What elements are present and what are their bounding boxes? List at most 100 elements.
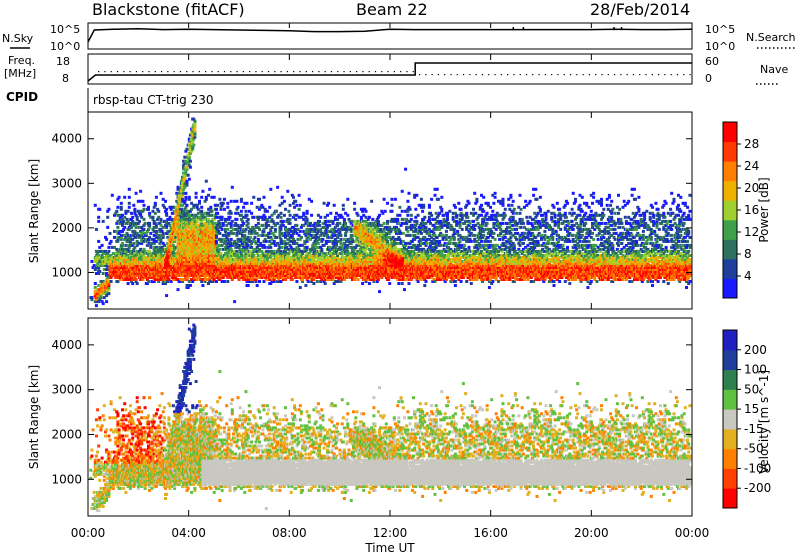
power-pixel [106,266,110,269]
power-pixel [176,201,180,205]
power-pixel [183,201,187,205]
power-pixel [139,189,143,193]
power-pixel [318,254,321,257]
power-pixel [295,280,299,283]
power-pixel [309,223,312,227]
power-pixel [96,260,100,263]
power-pixel [216,211,220,215]
power-pixel [318,249,321,253]
power-pixel [127,201,131,205]
power-pixel [148,252,152,255]
power-pixel [184,233,188,237]
power-pixel [116,276,120,279]
power-pixel [181,249,184,253]
power-pixel [271,219,275,223]
power-pixel [161,203,165,207]
nave-point [645,74,647,76]
power-pixel [228,245,232,249]
power-pixel [117,195,121,199]
power-pixel [188,151,192,155]
power-pixel [183,278,187,281]
power-pixel [145,252,149,255]
power-pixel [306,280,310,283]
power-pixel [151,217,155,221]
power-pixel [139,211,143,215]
power-pixel [216,203,220,207]
power-pixel [151,252,155,255]
power-pixel [118,229,122,233]
power-pixel [135,249,139,253]
power-pixel [269,245,273,249]
power-pixel [247,278,251,281]
power-pixel [104,252,107,255]
power-pixel [90,296,94,300]
power-pixel [177,280,181,283]
power-pixel [301,280,304,283]
power-pixel [101,219,105,223]
power-pixel [133,229,137,233]
power-pixel [288,217,292,221]
power-pixel [191,280,195,283]
power-pixel [225,256,229,259]
power-pixel [182,171,186,175]
power-pixel [268,215,272,219]
nave-point [525,74,528,76]
power-pixel [184,171,188,175]
power-pixel [245,201,249,205]
power-pixel [97,272,101,275]
power-pixel [94,249,98,253]
power-pixel [253,229,257,233]
power-pixel [132,231,136,235]
power-pixel [272,280,276,283]
nave-point [123,71,125,73]
power-pixel [179,207,183,211]
power-pixel [216,227,220,231]
power-pixel [261,252,265,255]
power-pixel [165,231,169,235]
power-pixel [213,243,217,247]
power-pixel [261,205,265,209]
power-pixel [211,276,215,279]
power-pixel [194,213,198,217]
power-pixel [292,195,295,199]
power-pixel [193,119,197,123]
power-pixel [202,223,206,227]
power-pixel [287,219,291,223]
power-pixel [123,276,127,279]
power-pixel [126,243,130,247]
nave-point [664,74,666,76]
power-pixel [260,233,264,237]
power-pixel [169,207,173,211]
power-pixel [203,237,207,241]
power-pixel [312,245,316,249]
power-pixel [184,245,188,249]
power-pixel [161,247,165,251]
power-pixel [145,229,149,233]
power-pixel [222,274,226,277]
power-pixel [183,199,187,203]
power-pixel [190,207,194,211]
power-pixel [279,237,283,241]
power-pixel [131,243,135,247]
power-pixel [220,260,224,263]
power-pixel [305,278,309,281]
nave-bottom-tick: 0 [705,72,712,85]
power-pixel [211,280,215,283]
power-pixel [252,237,256,241]
power-pixel [259,205,263,209]
power-pixel [305,247,309,251]
power-pixel [109,254,113,257]
power-pixel [200,219,204,223]
power-pixel [145,243,149,247]
power-pixel [256,225,260,229]
power-pixel [224,229,227,233]
power-pixel [183,185,187,189]
power-pixel [286,233,290,237]
power-pixel [187,221,191,225]
power-pixel [280,201,284,205]
power-pixel [309,249,312,253]
power-pixel [210,219,214,223]
power-pixel [243,276,247,279]
power-pixel [179,179,183,183]
power-pixel [270,258,274,261]
